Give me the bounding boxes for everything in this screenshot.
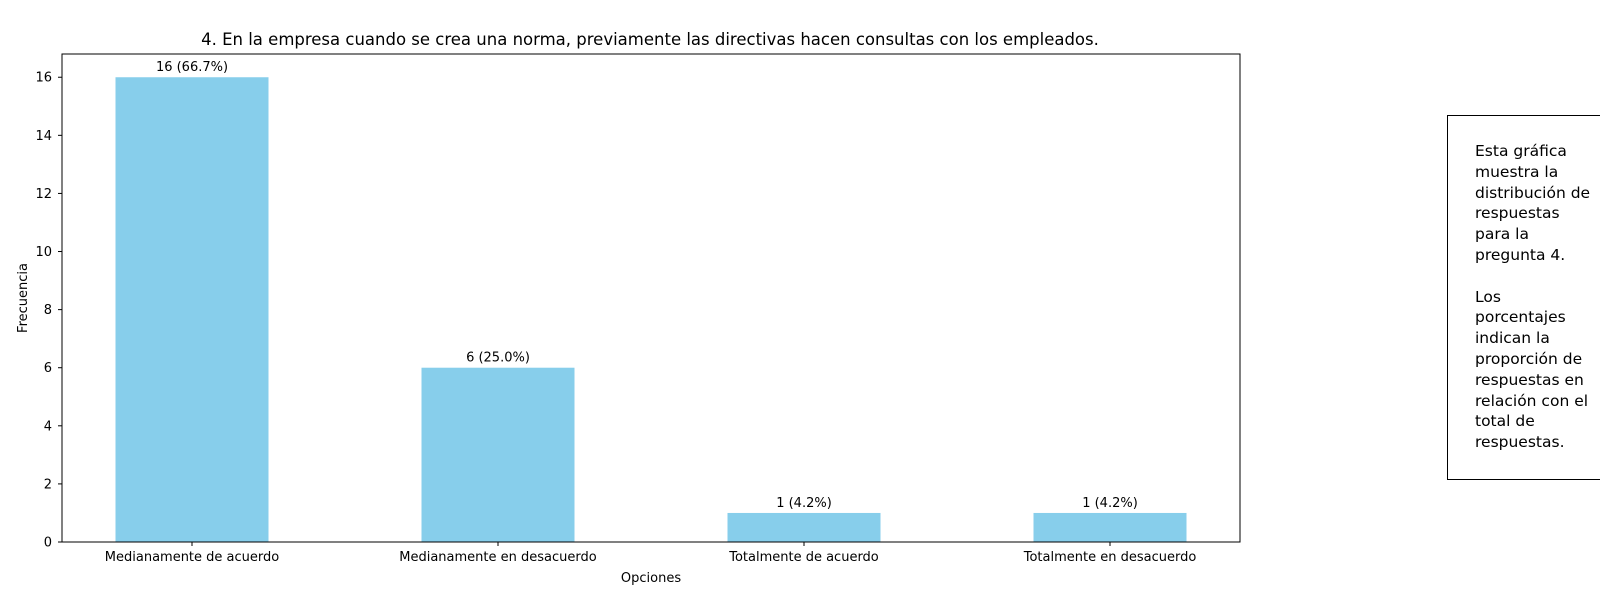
chart-title: 4. En la empresa cuando se crea una norm… bbox=[201, 30, 1099, 49]
y-tick-label: 4 bbox=[44, 419, 52, 434]
y-tick-label: 10 bbox=[35, 245, 52, 260]
x-tick-label: Medianamente de acuerdo bbox=[105, 550, 279, 565]
bar-value-label: 1 (4.2%) bbox=[1082, 496, 1138, 511]
annotation-box: Esta gráfica muestra la distribución de … bbox=[1447, 115, 1600, 480]
bar-value-label: 6 (25.0%) bbox=[466, 351, 530, 366]
bar bbox=[1033, 512, 1187, 542]
x-axis-label: Opciones bbox=[621, 571, 681, 586]
y-tick-label: 12 bbox=[35, 187, 52, 202]
annotation-text: Esta gráfica muestra la distribución de … bbox=[1475, 142, 1591, 452]
bar bbox=[115, 77, 269, 542]
y-axis: 0 2 4 6 8 10 12 14 16 bbox=[35, 71, 62, 551]
x-tick-label: Medianamente en desacuerdo bbox=[399, 550, 596, 565]
plot-frame bbox=[61, 53, 1241, 543]
x-tick-label: Totalmente en desacuerdo bbox=[1023, 550, 1197, 565]
bar bbox=[421, 367, 575, 542]
y-axis-label: Frecuencia bbox=[16, 263, 31, 333]
y-tick-label: 0 bbox=[44, 536, 52, 551]
y-tick-label: 14 bbox=[35, 129, 52, 144]
y-tick-label: 6 bbox=[44, 361, 52, 376]
value-labels-layer: 16 (66.7%) 6 (25.0%) 1 (4.2%) 1 (4.2%) bbox=[156, 60, 1138, 511]
x-tick-label: Totalmente de acuerdo bbox=[728, 550, 879, 565]
y-tick-label: 2 bbox=[44, 477, 52, 492]
y-tick-label: 16 bbox=[35, 71, 52, 86]
bars-layer bbox=[115, 77, 1187, 542]
bar-value-label: 1 (4.2%) bbox=[776, 496, 832, 511]
bar-value-label: 16 (66.7%) bbox=[156, 60, 228, 75]
bar bbox=[727, 512, 881, 542]
x-axis: Medianamente de acuerdo Medianamente en d… bbox=[105, 542, 1197, 565]
y-tick-label: 8 bbox=[44, 303, 52, 318]
